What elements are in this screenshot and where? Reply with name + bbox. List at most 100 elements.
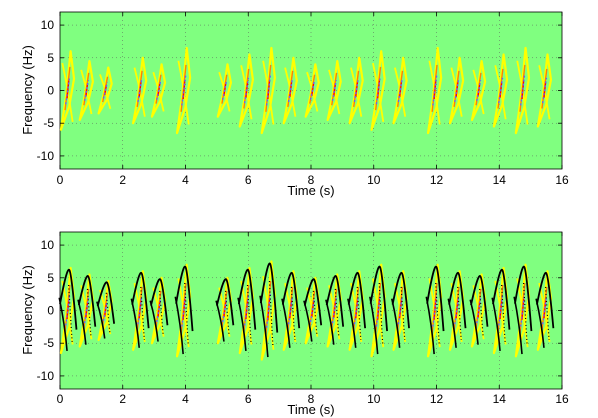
burst-contour bbox=[477, 83, 481, 97]
y-tick-label: 0 bbox=[47, 84, 54, 98]
overlay-curve bbox=[246, 284, 252, 343]
overlay-curve bbox=[58, 297, 68, 351]
burst-contour bbox=[375, 294, 381, 327]
top-x-axis-label: Time (s) bbox=[287, 183, 334, 198]
burst-contour bbox=[542, 296, 548, 325]
burst-contour bbox=[426, 46, 443, 135]
burst-contour bbox=[476, 297, 482, 324]
burst-contour bbox=[304, 63, 320, 118]
overlay-curve bbox=[325, 299, 335, 345]
overlay-curve bbox=[426, 265, 445, 332]
burst-contour bbox=[181, 75, 187, 106]
overlay-curve bbox=[237, 297, 247, 351]
overlay-curve bbox=[281, 271, 301, 329]
bottom-overlay bbox=[58, 262, 555, 358]
burst-contour bbox=[265, 293, 272, 328]
burst-contour bbox=[243, 295, 250, 326]
y-tick-label: 0 bbox=[47, 304, 54, 318]
burst-contour bbox=[85, 83, 89, 97]
x-tick-label: 6 bbox=[245, 392, 252, 406]
burst-contour bbox=[137, 296, 143, 325]
burst-contour bbox=[78, 59, 94, 122]
overlay-curve bbox=[492, 268, 511, 330]
overlay-curve bbox=[215, 278, 235, 326]
overlay-curve bbox=[514, 265, 533, 332]
burst-contour bbox=[65, 295, 71, 326]
burst-contour bbox=[260, 46, 276, 135]
burst-contour bbox=[353, 296, 359, 325]
x-tick-label: 12 bbox=[430, 392, 444, 406]
burst-contour bbox=[542, 77, 548, 104]
burst-contour bbox=[132, 56, 148, 125]
overlay-curve bbox=[175, 265, 194, 332]
burst-contour bbox=[331, 80, 337, 101]
x-tick-label: 16 bbox=[555, 392, 569, 406]
overlay-curve bbox=[448, 271, 467, 329]
overlay-curve bbox=[96, 281, 116, 324]
overlay-curve bbox=[491, 297, 501, 351]
burst-contour bbox=[83, 297, 90, 324]
y-tick-label: -10 bbox=[37, 149, 55, 163]
x-tick-label: 14 bbox=[493, 392, 507, 406]
overlay-curve bbox=[425, 296, 435, 355]
burst-contour bbox=[392, 56, 408, 125]
burst-contour bbox=[222, 81, 228, 100]
bottom-y-axis-label: Frequency (Hz) bbox=[20, 265, 35, 355]
burst-contour bbox=[175, 46, 192, 135]
overlay-curve bbox=[215, 300, 225, 342]
overlay-curve bbox=[237, 268, 257, 330]
overlay-curve bbox=[159, 290, 164, 336]
burst-contour bbox=[514, 46, 531, 135]
burst-contour bbox=[432, 294, 438, 327]
burst-contour bbox=[448, 56, 465, 125]
top-x-ticks: 0 2 4 6 8 10 12 14 16 bbox=[57, 12, 569, 187]
top-chart: 0 2 4 6 8 10 12 14 16 10 5 0 -5 -10 Time (s) Frequen… bbox=[20, 11, 569, 198]
bottom-x-ticks: 0 2 4 6 8 10 12 14 16 bbox=[57, 232, 569, 406]
overlay-curve bbox=[303, 300, 313, 342]
x-tick-label: 0 bbox=[57, 173, 64, 187]
x-tick-label: 2 bbox=[119, 173, 126, 187]
overlay-curve bbox=[259, 262, 279, 333]
overlay-curve bbox=[325, 275, 345, 327]
burst-contour bbox=[432, 75, 438, 106]
overlay-curve bbox=[391, 271, 410, 329]
overlay-curve bbox=[281, 298, 291, 348]
burst-contour bbox=[370, 50, 386, 131]
bottom-chart: 0 2 4 6 8 10 12 14 16 10 5 0 -5 -10 Time (s) Frequen… bbox=[20, 231, 569, 417]
overlay-curve bbox=[268, 281, 274, 348]
burst-contour bbox=[104, 303, 108, 317]
x-tick-label: 10 bbox=[367, 392, 381, 406]
burst-contour bbox=[520, 75, 526, 106]
overlay-curve bbox=[391, 298, 401, 348]
overlay-curve bbox=[77, 275, 97, 327]
burst-contour bbox=[309, 81, 315, 100]
burst-contour bbox=[83, 80, 90, 101]
x-tick-label: 12 bbox=[430, 173, 444, 187]
overlay-curve bbox=[259, 295, 269, 358]
overlay-curve bbox=[149, 300, 159, 342]
burst-contour bbox=[150, 63, 167, 118]
top-y-axis-label: Frequency (Hz) bbox=[20, 45, 35, 135]
overlay-curve bbox=[369, 296, 379, 355]
burst-contour bbox=[243, 77, 250, 104]
overlay-curve bbox=[369, 265, 388, 332]
burst-contour bbox=[333, 83, 337, 97]
y-tick-label: 5 bbox=[47, 271, 54, 285]
x-tick-label: 2 bbox=[119, 392, 126, 406]
overlay-curve bbox=[536, 271, 555, 329]
y-tick-label: -5 bbox=[43, 116, 54, 130]
overlay-curve bbox=[68, 284, 73, 343]
burst-contour bbox=[454, 296, 460, 325]
burst-contour bbox=[348, 56, 364, 125]
y-tick-label: 5 bbox=[47, 51, 54, 65]
burst-contour bbox=[498, 77, 504, 104]
burst-contour bbox=[223, 83, 227, 96]
overlay-curve bbox=[347, 271, 367, 329]
burst-contour bbox=[238, 53, 254, 128]
overlay-curve bbox=[224, 290, 230, 336]
bottom-x-axis-label: Time (s) bbox=[287, 402, 334, 417]
x-tick-label: 0 bbox=[57, 392, 64, 406]
overlay-curve bbox=[131, 271, 150, 329]
top-y-ticks: 10 5 0 -5 -10 bbox=[37, 18, 562, 163]
x-tick-label: 4 bbox=[182, 173, 189, 187]
